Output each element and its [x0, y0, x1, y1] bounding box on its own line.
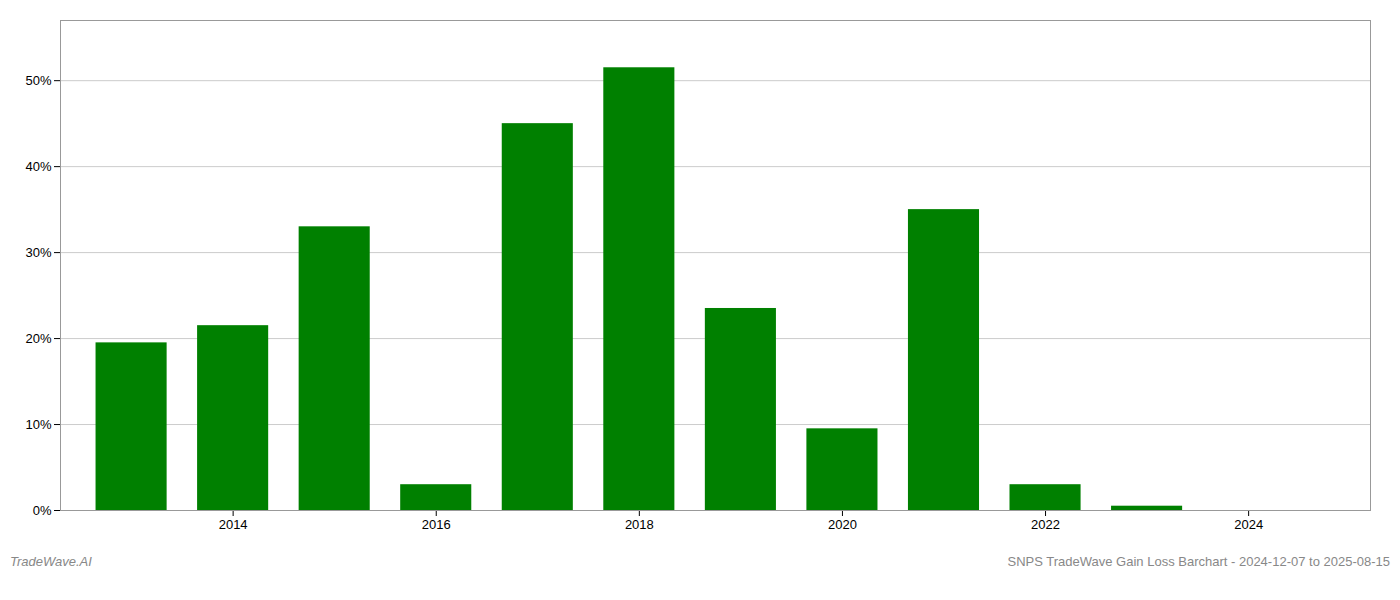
html-text:SNPS TradeWave Gain Loss Barch: SNPS TradeWave Gain Loss Barchart - 2024…: [1007, 554, 1390, 569]
svg-text:2022: 2022: [1031, 517, 1060, 532]
html-text:TradeWave.AI: TradeWave.AI: [10, 554, 92, 569]
svg-text:2024: 2024: [1234, 517, 1263, 532]
svg-text:50%: 50%: [25, 73, 51, 88]
svg-text:10%: 10%: [25, 417, 51, 432]
svg-text:30%: 30%: [25, 245, 51, 260]
svg-text:2020: 2020: [828, 517, 857, 532]
svg-text:2018: 2018: [625, 517, 654, 532]
svg-text:2014: 2014: [219, 517, 248, 532]
svg-text:40%: 40%: [25, 159, 51, 174]
svg-text:0%: 0%: [33, 503, 52, 518]
svg-text:2016: 2016: [422, 517, 451, 532]
svg-text:20%: 20%: [25, 331, 51, 346]
